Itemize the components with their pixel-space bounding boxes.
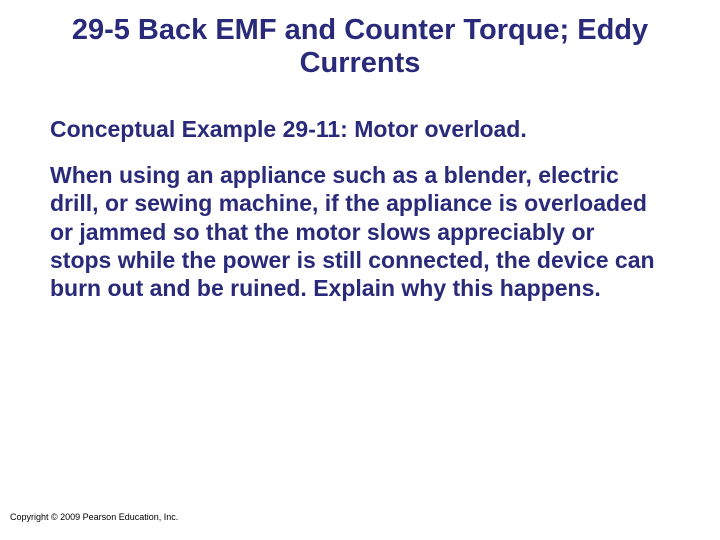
body-text: When using an appliance such as a blende… [0, 143, 720, 301]
example-heading: Conceptual Example 29-11: Motor overload… [0, 81, 720, 144]
slide-title: 29-5 Back EMF and Counter Torque; Eddy C… [0, 0, 720, 81]
copyright-text: Copyright © 2009 Pearson Education, Inc. [10, 512, 178, 522]
slide: 29-5 Back EMF and Counter Torque; Eddy C… [0, 0, 720, 540]
